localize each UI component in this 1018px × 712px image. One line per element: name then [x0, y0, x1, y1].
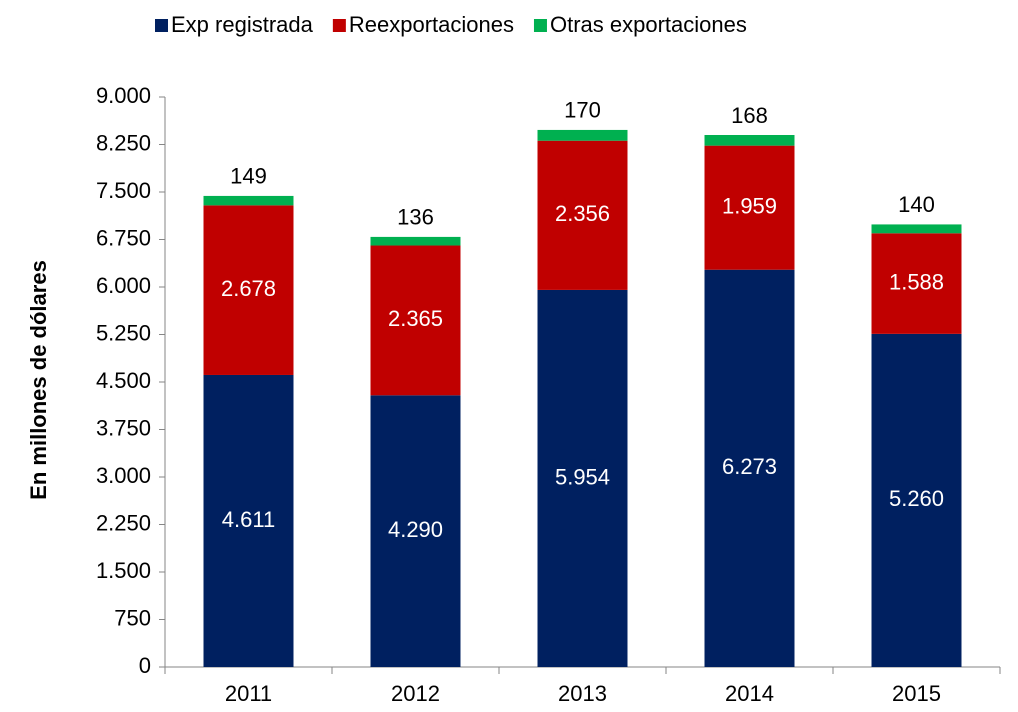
bar-segment — [203, 374, 294, 667]
y-tick-label: 750 — [114, 605, 151, 630]
data-label: 140 — [898, 192, 935, 217]
data-label: 170 — [564, 98, 601, 123]
data-label: 6.273 — [722, 454, 777, 479]
data-label: 1.588 — [889, 269, 944, 294]
data-label: 136 — [397, 205, 434, 230]
bar-segment — [370, 245, 461, 396]
bar-segment — [704, 145, 795, 270]
bar-segment — [537, 129, 628, 141]
x-tick-label: 2013 — [558, 681, 607, 706]
y-tick-label: 8.250 — [96, 130, 151, 155]
x-tick-label: 2011 — [225, 681, 272, 706]
x-tick-label: 2014 — [725, 681, 774, 706]
data-label: 149 — [230, 164, 267, 189]
y-tick-label: 9.000 — [96, 83, 151, 108]
y-tick-label: 0 — [139, 653, 151, 678]
legend-swatch — [155, 19, 168, 32]
bar-segment — [871, 224, 962, 234]
y-tick-label: 4.500 — [96, 368, 151, 393]
legend-label: Exp registrada — [171, 12, 314, 37]
bar-segment — [704, 135, 795, 146]
data-label: 4.611 — [222, 507, 275, 532]
y-tick-label: 1.500 — [96, 558, 151, 583]
data-label: 4.290 — [388, 517, 443, 542]
data-label: 168 — [731, 103, 768, 128]
y-axis-title: En millones de dólares — [26, 260, 51, 500]
y-tick-label: 5.250 — [96, 320, 151, 345]
bar-segment — [203, 205, 294, 375]
bar-segment — [203, 195, 294, 206]
bar-segment — [704, 269, 795, 667]
y-tick-label: 3.750 — [96, 415, 151, 440]
data-label: 2.356 — [555, 201, 610, 226]
x-tick-label: 2012 — [391, 681, 440, 706]
legend-label: Otras exportaciones — [550, 12, 747, 37]
legend-swatch — [533, 19, 547, 32]
legend-swatch — [332, 19, 346, 32]
legend-label: Reexportaciones — [349, 12, 514, 37]
y-tick-label: 6.750 — [96, 225, 151, 250]
x-tick-label: 2015 — [892, 681, 941, 706]
data-label: 5.954 — [555, 464, 610, 489]
bar-segment — [871, 233, 962, 334]
bar-segment — [370, 395, 461, 667]
data-label: 2.678 — [221, 276, 276, 301]
y-tick-label: 6.000 — [96, 273, 151, 298]
bar-segment — [871, 333, 962, 667]
bar-segment — [370, 236, 461, 246]
y-tick-label: 3.000 — [96, 463, 151, 488]
y-tick-label: 2.250 — [96, 510, 151, 535]
data-label: 2.365 — [388, 306, 443, 331]
bar-segment — [537, 140, 628, 290]
data-label: 5.260 — [889, 486, 944, 511]
y-tick-label: 7.500 — [96, 178, 151, 203]
bar-segment — [537, 289, 628, 667]
data-label: 1.959 — [722, 193, 777, 218]
